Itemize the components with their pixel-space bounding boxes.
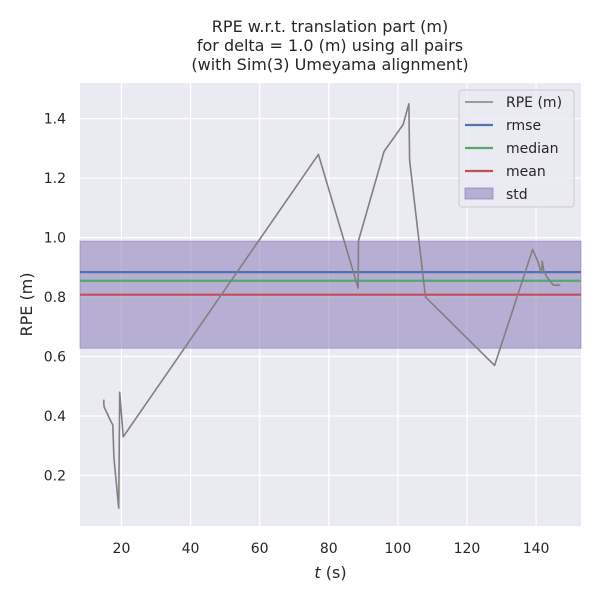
legend-swatch-std [464, 187, 494, 200]
x-tick-label: 140 [523, 541, 550, 557]
y-tick-label: 1.2 [44, 171, 66, 187]
legend-label: RPE (m) [506, 95, 562, 111]
x-axis-label: t (s) [314, 563, 346, 582]
title-line-0: RPE w.r.t. translation part (m) [212, 17, 448, 36]
legend-label: median [506, 141, 558, 157]
y-axis-label: RPE (m) [17, 272, 36, 336]
y-tick-label: 1.4 [44, 112, 66, 128]
y-tick-label: 0.6 [44, 350, 66, 366]
rpe-series-line [103, 103, 561, 510]
y-tick-label: 1.0 [44, 231, 66, 247]
title-line-1: for delta = 1.0 (m) using all pairs [197, 36, 463, 55]
y-tick-label: 0.2 [44, 468, 66, 484]
y-tick-label: 0.8 [44, 290, 66, 306]
x-tick-label: 60 [251, 541, 269, 557]
legend-box [458, 89, 575, 208]
series-lines [103, 103, 561, 510]
legend: RPE (m) rmse median mean std [458, 89, 575, 208]
x-tick-label: 20 [113, 541, 131, 557]
x-tick-label: 80 [320, 541, 338, 557]
x-tick-label: 120 [454, 541, 481, 557]
stat-lines [80, 270, 581, 296]
title-line-2: (with Sim(3) Umeyama alignment) [191, 55, 468, 74]
legend-label: rmse [506, 118, 541, 134]
legend-label: std [506, 187, 528, 203]
x-tick-labels: 20 40 60 80 100 120 140 [113, 541, 550, 557]
y-tick-labels: 0.2 0.4 0.6 0.8 1.0 1.2 1.4 [44, 112, 66, 485]
y-tick-label: 0.4 [44, 409, 66, 425]
x-tick-label: 40 [182, 541, 200, 557]
legend-label: mean [506, 164, 546, 180]
chart-title: RPE w.r.t. translation part (m)for delta… [191, 17, 468, 74]
x-tick-label: 100 [385, 541, 412, 557]
